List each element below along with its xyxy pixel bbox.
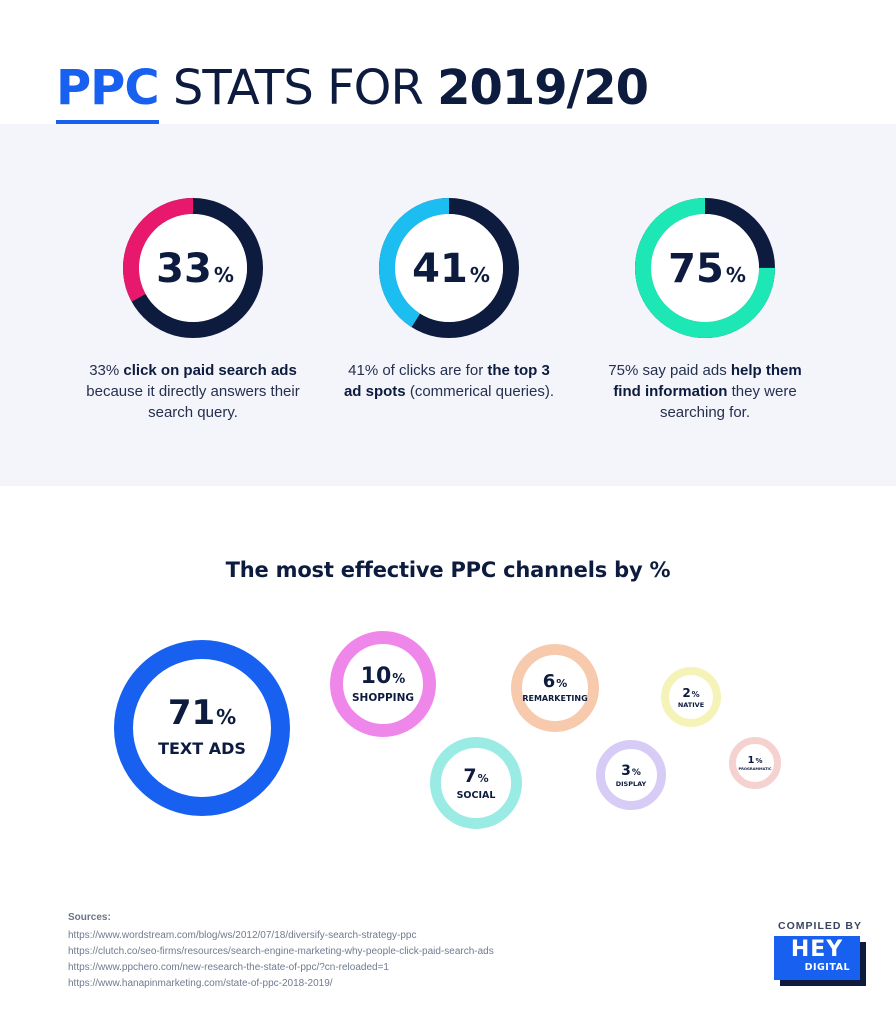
page-title: PPC STATS FOR 2019/20 — [56, 58, 649, 124]
stat-card: 33% 33% click on paid search ads because … — [63, 196, 323, 423]
donut-value-label: 41% — [412, 246, 490, 292]
bubble-category-label: PROGRAMMATIC — [738, 767, 771, 771]
bubble-native: 2%NATIVE — [661, 667, 721, 727]
bubble-category-label: SHOPPING — [352, 692, 414, 704]
bubble-value-label: 10% — [361, 664, 406, 689]
logo-sub: DIGITAL — [804, 962, 850, 973]
bubble-programmatic: 1%PROGRAMMATIC — [729, 737, 781, 789]
channels-title: The most effective PPC channels by % — [225, 558, 671, 582]
bubble-category-label: DISPLAY — [616, 780, 647, 788]
stat-description: 41% of clicks are for the top 3 ad spots… — [343, 362, 555, 400]
bubble-ring — [596, 740, 666, 810]
bubble-remarketing: 6% REMARKETING — [511, 644, 599, 732]
stat-description: 75% say paid ads help them find informat… — [608, 362, 802, 421]
donut-value-label: 33% — [156, 246, 234, 292]
bubble-ring — [661, 667, 721, 727]
donut-value-arc — [123, 198, 263, 338]
donut-value-arc — [635, 198, 775, 338]
bubble-ring — [511, 644, 599, 732]
compiled-by-label: COMPILED BY — [778, 920, 862, 932]
bubble-category-label: TEXT ADS — [158, 739, 246, 758]
source-link[interactable]: https://clutch.co/seo-firms/resources/se… — [68, 946, 494, 957]
donut-chart: 41% — [379, 198, 519, 338]
bubble-value-label: 1% — [748, 755, 763, 766]
bubble-category-label: REMARKETING — [522, 694, 587, 703]
donut-chart: 33% — [123, 198, 263, 338]
bubble-text-ads: 71% TEXT ADS — [114, 640, 290, 816]
source-link[interactable]: https://www.ppchero.com/new-research-the… — [68, 962, 389, 973]
bubble-ring — [430, 737, 522, 829]
hey-digital-logo: HEY DIGITAL — [774, 936, 866, 986]
bubble-value-label: 7% — [463, 765, 488, 787]
bubble-shopping: 10% SHOPPING — [330, 631, 436, 737]
bubble-display: 3%DISPLAY — [596, 740, 666, 810]
bubble-ring — [330, 631, 436, 737]
bubble-value-label: 6% — [543, 671, 568, 692]
bubble-category-label: NATIVE — [678, 701, 704, 709]
title-year: 2019/20 — [437, 60, 649, 116]
bubble-category-label: SOCIAL — [457, 790, 496, 801]
bubble-value-label: 71% — [168, 693, 236, 733]
bubble-value-label: 2% — [682, 686, 699, 700]
sources-heading: Sources: — [68, 912, 111, 923]
donut-value-arc — [379, 198, 519, 338]
sources: Sources: https://www.wordstream.com/blog… — [68, 910, 494, 992]
title-ppc: PPC — [56, 60, 160, 124]
stat-card: 75% 75% say paid ads help them find infor… — [575, 196, 835, 423]
source-link[interactable]: https://www.hanapinmarketing.com/state-o… — [68, 978, 333, 989]
stat-card: 41% 41% of clicks are for the top 3 ad sp… — [319, 196, 579, 402]
donut-chart: 75% — [635, 198, 775, 338]
source-link[interactable]: https://www.wordstream.com/blog/ws/2012/… — [68, 930, 417, 941]
stat-description: 33% click on paid search ads because it … — [86, 362, 300, 421]
logo-main: HEY — [790, 937, 844, 962]
compiled-by: COMPILED BY HEY DIGITAL — [770, 920, 870, 986]
bubble-value-label: 3% — [621, 763, 641, 779]
bubble-ring — [729, 737, 781, 789]
title-mid: STATS FOR — [158, 60, 438, 116]
bubble-ring — [114, 640, 290, 816]
donut-value-label: 75% — [668, 246, 746, 292]
bubble-social: 7% SOCIAL — [430, 737, 522, 829]
